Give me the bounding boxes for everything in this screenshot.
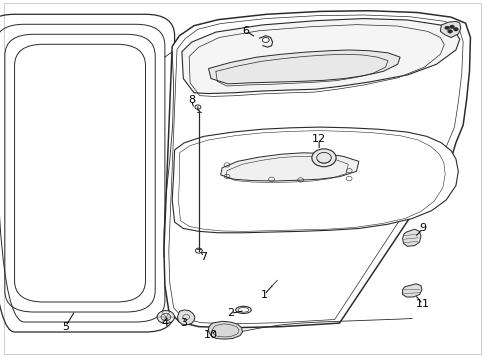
Polygon shape (182, 19, 459, 94)
Text: 5: 5 (62, 322, 69, 332)
Text: 2: 2 (227, 308, 233, 318)
Circle shape (444, 26, 449, 30)
Text: 7: 7 (200, 252, 207, 262)
Polygon shape (172, 127, 457, 233)
Polygon shape (402, 229, 420, 246)
Polygon shape (177, 310, 195, 325)
Text: 8: 8 (188, 95, 195, 105)
Circle shape (449, 25, 454, 29)
Text: 9: 9 (419, 223, 425, 233)
Circle shape (311, 149, 335, 167)
Circle shape (157, 311, 174, 323)
Text: 1: 1 (260, 290, 267, 300)
Circle shape (453, 27, 457, 31)
Polygon shape (208, 321, 242, 339)
Polygon shape (164, 11, 469, 328)
Text: 3: 3 (180, 318, 186, 328)
Polygon shape (402, 284, 421, 297)
Polygon shape (220, 153, 358, 181)
Circle shape (447, 30, 452, 33)
Text: 10: 10 (204, 330, 217, 340)
Text: 6: 6 (242, 26, 249, 36)
Text: 4: 4 (161, 318, 168, 328)
Polygon shape (439, 21, 460, 37)
Text: 12: 12 (311, 134, 326, 144)
Text: 11: 11 (415, 299, 429, 309)
Polygon shape (208, 50, 399, 84)
